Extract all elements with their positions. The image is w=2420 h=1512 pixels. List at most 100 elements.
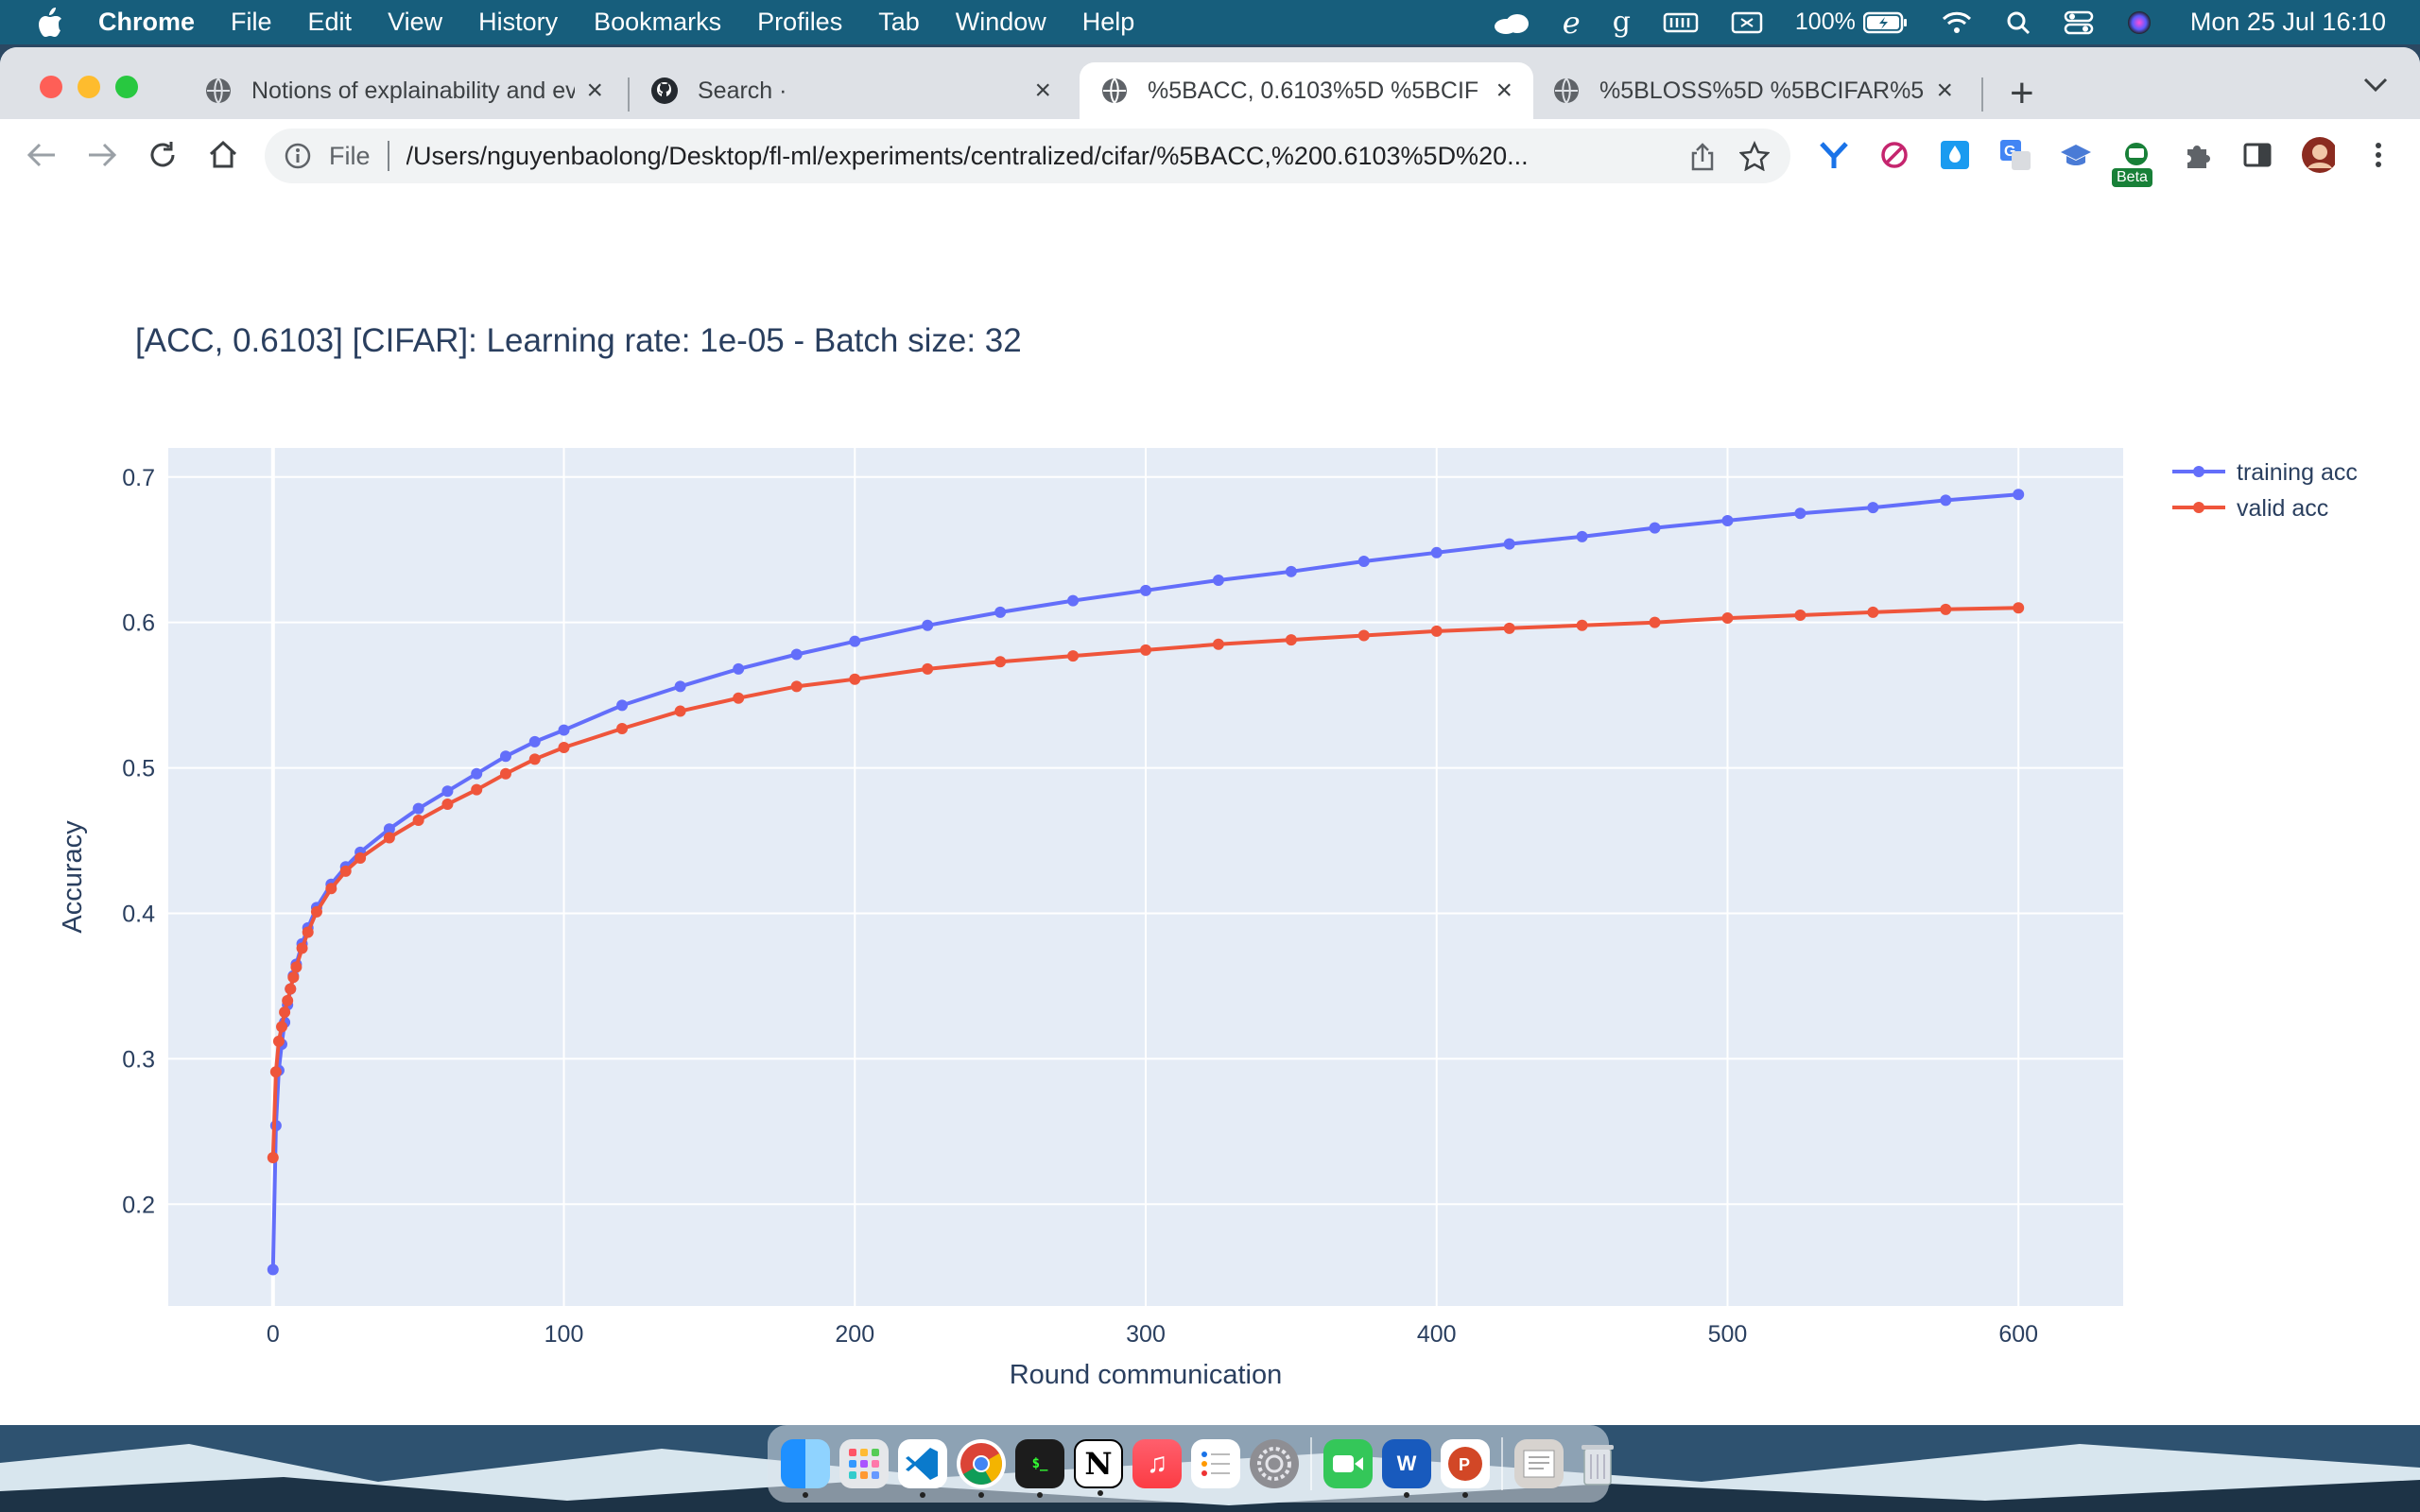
chrome-dock-icon[interactable] (957, 1439, 1006, 1498)
launchpad-icon[interactable] (839, 1439, 889, 1488)
menu-bookmarks[interactable]: Bookmarks (594, 8, 722, 36)
data-point (1430, 625, 1443, 637)
menu-history[interactable]: History (478, 8, 559, 36)
share-icon[interactable] (1688, 142, 1717, 172)
data-point (994, 606, 1007, 618)
side-panel-icon[interactable] (2240, 138, 2274, 172)
menubar-clock[interactable]: Mon 25 Jul 16:10 (2189, 8, 2386, 36)
tab-loss-chart[interactable]: %5BLOSS%5D %5BCIFAR%5D × (1531, 62, 1974, 119)
tab-acc-chart[interactable]: %5BACC, 0.6103%5D %5BCIF × (1080, 62, 1533, 119)
close-icon[interactable]: × (1034, 75, 1051, 106)
documents-folder-icon[interactable] (1514, 1439, 1564, 1488)
tab-github-search[interactable]: Search · × (630, 62, 1072, 119)
extension-y-icon[interactable] (1817, 138, 1851, 172)
data-point (994, 656, 1007, 668)
chevron-down-icon[interactable] (2361, 74, 2390, 94)
close-icon[interactable]: × (586, 75, 603, 106)
extension-block-icon[interactable] (1877, 138, 1911, 172)
data-point (790, 680, 803, 693)
menu-edit[interactable]: Edit (307, 8, 353, 36)
g-icon[interactable]: g (1612, 6, 1631, 39)
data-point (302, 926, 314, 938)
data-point (471, 767, 483, 780)
reload-icon[interactable] (146, 138, 180, 172)
tab-explainability[interactable]: Notions of explainability and ev × (183, 62, 624, 119)
back-arrow-icon[interactable] (25, 138, 59, 172)
y-tick-label: 0.6 (122, 610, 155, 637)
word-icon[interactable]: W (1382, 1439, 1431, 1498)
system-preferences-icon[interactable] (1250, 1439, 1299, 1488)
data-point (1503, 622, 1515, 634)
close-window-button[interactable] (40, 76, 62, 98)
menu-window[interactable]: Window (955, 8, 1046, 36)
data-point (849, 635, 861, 647)
menu-view[interactable]: View (388, 8, 443, 36)
minimize-window-button[interactable] (78, 76, 100, 98)
wifi-icon[interactable] (1941, 10, 1973, 35)
data-point (267, 1263, 279, 1276)
profile-avatar[interactable] (2301, 137, 2335, 173)
trash-icon[interactable] (1573, 1439, 1622, 1488)
battery-percent[interactable]: 100% (1794, 9, 1856, 35)
data-point (339, 865, 352, 877)
forward-arrow-icon[interactable] (85, 138, 119, 172)
home-icon[interactable] (206, 138, 240, 172)
menu-help[interactable]: Help (1081, 8, 1135, 36)
facetime-icon[interactable] (1323, 1439, 1373, 1488)
bookmark-star-icon[interactable] (1739, 141, 1770, 171)
vscode-icon[interactable] (898, 1439, 947, 1498)
data-point (1357, 629, 1370, 642)
menu-file[interactable]: File (231, 8, 272, 36)
zoom-window-button[interactable] (115, 76, 138, 98)
y-tick-label: 0.7 (122, 465, 155, 491)
menu-profiles[interactable]: Profiles (757, 8, 843, 36)
extension-beta-icon[interactable] (2119, 138, 2153, 172)
macos-menubar: Chrome File Edit View History Bookmarks … (0, 0, 2420, 44)
beta-badge: Beta (2112, 168, 2152, 187)
tab-divider (1981, 77, 1983, 112)
notion-icon[interactable]: N (1074, 1439, 1123, 1496)
extension-translate-icon[interactable]: G (1998, 138, 2032, 172)
tab-title: %5BACC, 0.6103%5D %5BCIF (1148, 77, 1479, 104)
url-text[interactable]: /Users/nguyenbaolong/Desktop/fl-ml/exper… (406, 141, 1529, 170)
extension-graduation-icon[interactable] (2059, 138, 2093, 172)
close-icon[interactable]: × (1495, 75, 1512, 106)
battery-icon[interactable] (1862, 11, 1909, 34)
legend-marker (2193, 466, 2204, 477)
reminders-icon[interactable] (1191, 1439, 1240, 1488)
memory-icon[interactable] (1663, 10, 1699, 35)
app-menu-chrome[interactable]: Chrome (98, 8, 196, 36)
close-icon[interactable]: × (1936, 75, 1953, 106)
data-point (276, 1021, 288, 1033)
x-tick-label: 200 (835, 1321, 874, 1348)
powerpoint-icon[interactable]: P (1441, 1439, 1490, 1498)
spotlight-icon[interactable] (2005, 9, 2031, 36)
apple-icon[interactable] (36, 7, 64, 39)
running-indicator (1037, 1492, 1043, 1498)
chrome-menu-icon[interactable] (2361, 138, 2395, 172)
y-tick-label: 0.3 (122, 1046, 155, 1073)
finder-icon[interactable] (781, 1439, 830, 1498)
data-point (1212, 638, 1224, 650)
terminal-icon[interactable]: $_ (1015, 1439, 1064, 1498)
macos-dock: $_ N ♫ W P (768, 1425, 1614, 1503)
control-center-icon[interactable] (2064, 9, 2094, 36)
github-icon (651, 77, 678, 104)
address-bar[interactable]: File /Users/nguyenbaolong/Desktop/fl-ml/… (265, 129, 1790, 183)
new-tab-button[interactable]: + (2010, 70, 2034, 116)
data-point (733, 692, 745, 704)
extension-drop-icon[interactable] (1938, 138, 1972, 172)
y-axis-label: Accuracy (58, 820, 88, 934)
cloud-icon[interactable] (1493, 10, 1530, 35)
display-icon[interactable] (1731, 10, 1763, 35)
siri-icon[interactable] (2126, 9, 2152, 36)
data-point (674, 705, 686, 717)
data-point (1212, 575, 1224, 587)
music-icon[interactable]: ♫ (1132, 1439, 1182, 1488)
running-indicator (1098, 1490, 1103, 1496)
info-icon[interactable] (284, 142, 312, 170)
data-point (616, 699, 629, 712)
e-icon[interactable]: e (1562, 4, 1581, 41)
menu-tab[interactable]: Tab (878, 8, 920, 36)
extensions-puzzle-icon[interactable] (2180, 138, 2214, 172)
